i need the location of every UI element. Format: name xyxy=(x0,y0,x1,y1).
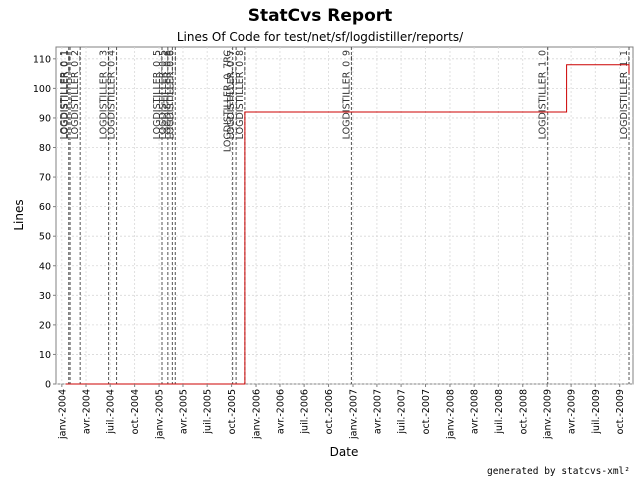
x-tick-label: juil.-2008 xyxy=(494,389,505,435)
chart-subtitle: Lines Of Code for test/net/sf/logdistill… xyxy=(177,30,464,44)
y-tick-label: 100 xyxy=(33,84,51,95)
series-group xyxy=(65,64,630,385)
release-marker-label: LOGDISTILLER_0_5 xyxy=(158,50,169,139)
x-tick-label: janv.-2004 xyxy=(57,389,68,440)
release-marker-label: LOGDISTILLER_0_5 xyxy=(152,50,163,139)
y-tick-label: 20 xyxy=(39,320,51,331)
x-tick-label: juil.-2007 xyxy=(397,389,408,435)
y-axis: 0 10 20 30 40 50 60 70 80 90 100 110 xyxy=(33,54,56,391)
release-marker-label: LOGDISTILLER_1_1 xyxy=(619,50,630,139)
plot-area xyxy=(55,46,634,385)
y-tick-label: 30 xyxy=(39,291,51,302)
x-tick-label: juil.-2005 xyxy=(203,389,214,435)
x-tick-label: avr.-2008 xyxy=(470,389,481,434)
x-tick-label: oct.-2005 xyxy=(227,389,238,434)
series-line xyxy=(65,64,630,385)
x-tick-label: avr.-2007 xyxy=(372,389,383,434)
x-tick-label: juil.-2006 xyxy=(300,389,311,435)
x-tick-label: janv.-2008 xyxy=(445,389,456,440)
footer-credit: generated by statcvs-xml² xyxy=(487,466,630,477)
y-tick-label: 70 xyxy=(39,173,51,184)
x-tick-label: janv.-2007 xyxy=(349,389,360,440)
x-tick-label: oct.-2006 xyxy=(324,389,335,434)
x-axis: janv.-2004 avr.-2004 juil.-2004 oct.-2004 ja… xyxy=(57,384,626,440)
x-tick-label: avr.-2006 xyxy=(275,389,286,434)
x-tick-label: juil.-2009 xyxy=(591,389,602,435)
release-marker-label: LOGDISTILLER_0_6 xyxy=(162,50,173,139)
release-marker-label: LOGDISTILLER_0_6 xyxy=(165,50,176,139)
x-tick-label: oct.-2009 xyxy=(615,389,626,434)
x-tick-label: janv.-2009 xyxy=(543,389,554,440)
grid xyxy=(56,47,633,385)
x-tick-label: janv.-2006 xyxy=(252,389,263,440)
release-marker-label: LOGDISTILLER_1_0 xyxy=(538,50,549,139)
chart-title: StatCvs Report xyxy=(248,6,393,26)
release-marker-label: LOGDISTILLER_0_3 xyxy=(99,50,110,139)
y-tick-label: 40 xyxy=(39,261,51,272)
y-axis-label: Lines xyxy=(12,199,26,230)
x-tick-label: oct.-2007 xyxy=(421,389,432,434)
x-tick-label: oct.-2004 xyxy=(130,389,141,434)
x-tick-label: avr.-2009 xyxy=(567,389,578,434)
y-tick-label: 90 xyxy=(39,113,51,124)
release-marker-label: LOGDISTILLER_0_1 xyxy=(59,50,70,139)
y-tick-label: 0 xyxy=(45,380,51,391)
y-tick-label: 80 xyxy=(39,143,51,154)
y-tick-label: 60 xyxy=(39,202,51,213)
y-tick-label: 10 xyxy=(39,350,51,361)
release-marker-label: LOGDISTILLER_0_4 xyxy=(107,50,118,139)
y-tick-label: 50 xyxy=(39,232,51,243)
release-marker-label: LOGDISTILLER_0_1 xyxy=(60,50,71,139)
x-tick-label: oct.-2008 xyxy=(518,389,529,434)
x-axis-label: Date xyxy=(330,445,359,459)
x-tick-label: avr.-2005 xyxy=(178,389,189,434)
release-marker-label: LOGDISTILLER_0_8 xyxy=(235,50,246,139)
x-tick-label: avr.-2004 xyxy=(82,389,93,434)
x-tick-label: juil.-2004 xyxy=(106,389,117,435)
release-marker-label: LOGDISTILLER_0_9 xyxy=(341,50,352,139)
release-marker-label: LOGDISTILLER_0_2 xyxy=(70,50,81,139)
release-marker-label: LOGDISTILLER_0_7 xyxy=(226,50,237,139)
x-tick-label: janv.-2005 xyxy=(155,389,166,440)
y-tick-label: 110 xyxy=(33,54,51,65)
release-marker-label: LOGDISTILLER_0_7RC xyxy=(223,50,234,152)
